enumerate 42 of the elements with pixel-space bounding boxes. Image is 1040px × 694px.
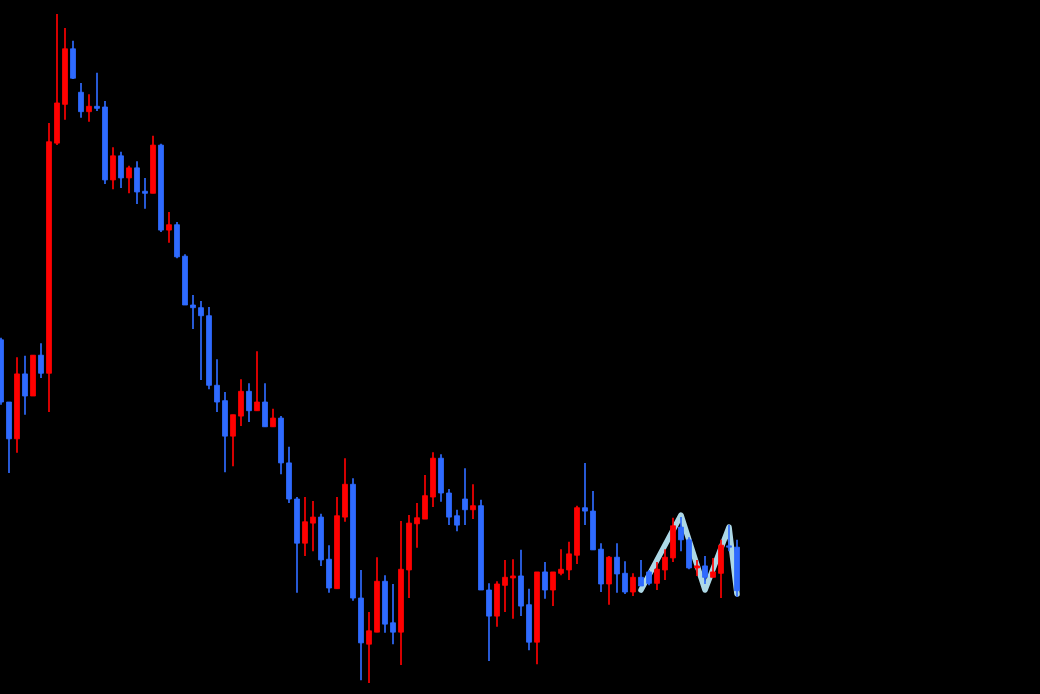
candlestick — [630, 572, 636, 597]
candlestick — [78, 82, 84, 119]
candlestick — [302, 496, 308, 557]
candlestick — [550, 571, 556, 607]
candlestick — [246, 382, 252, 423]
candlestick — [190, 294, 196, 330]
candlestick — [142, 177, 148, 210]
candlestick — [38, 342, 44, 379]
candlestick — [270, 407, 276, 428]
candlestick — [422, 474, 428, 520]
candlestick — [502, 559, 508, 613]
candlestick — [230, 413, 236, 468]
candlestick — [662, 548, 668, 581]
candlestick — [462, 467, 468, 526]
candlestick — [390, 583, 396, 646]
candlestick — [582, 462, 588, 526]
candlestick — [622, 560, 628, 595]
candlestick — [566, 541, 572, 581]
candlestick — [310, 500, 316, 553]
candlestick — [414, 502, 420, 549]
candlestick — [94, 72, 100, 112]
candlestick — [614, 542, 620, 594]
candlestick — [654, 561, 660, 591]
candlestick — [726, 524, 732, 553]
candlestick — [166, 211, 172, 244]
candlestick — [214, 358, 220, 413]
candlestick — [678, 516, 684, 553]
candlestick — [86, 93, 92, 123]
candlestick — [470, 483, 476, 520]
candlestick — [638, 559, 644, 587]
candlestick — [510, 558, 516, 620]
candlestick — [366, 611, 372, 684]
candlestick — [118, 150, 124, 189]
candlestick — [254, 350, 260, 412]
candlestick — [198, 300, 204, 381]
candlestick — [558, 548, 564, 577]
candlestick — [542, 561, 548, 600]
candlestick — [126, 165, 132, 195]
candlestick — [22, 355, 28, 416]
candlestick — [454, 508, 460, 532]
candlestick — [702, 555, 708, 585]
candlestick — [710, 557, 716, 579]
